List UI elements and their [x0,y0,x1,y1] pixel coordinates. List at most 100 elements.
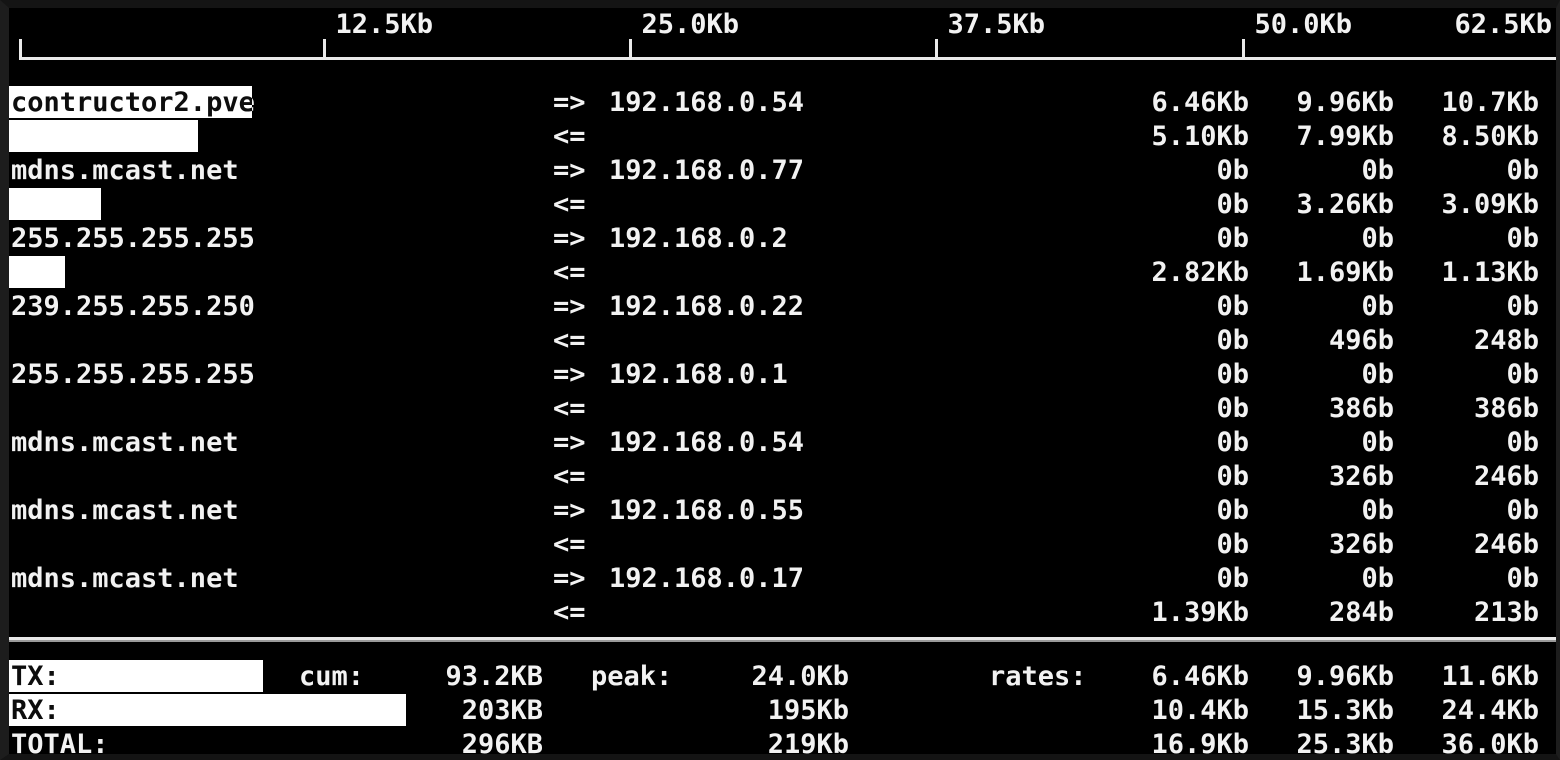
peer-name[interactable]: 192.168.0.54 [609,87,805,118]
rx-bar [9,120,198,152]
peer-name[interactable]: 192.168.0.1 [609,359,788,390]
summary-row-label-tx: TX: [11,661,60,692]
tx-rate-40s: 0b [1506,223,1539,254]
rx-rate-2s: 0b [1216,393,1249,424]
scale-header: 12.5Kb 25.0Kb 37.5Kb 50.0Kb 62.5Kb [9,8,1556,754]
tx-rate-2s: 6.46Kb [1151,87,1249,118]
rx-arrow-icon: <= [553,393,586,424]
rx-rate-2s: 0b [1216,325,1249,356]
list-summary-separator [9,637,1556,640]
peer-name[interactable]: 192.168.0.2 [609,223,788,254]
host-name[interactable]: mdns.mcast.net [11,427,239,458]
scale-ruler-line [19,57,1556,60]
tx-arrow-icon: => [553,359,586,390]
tx-rate-2s: 0b [1216,359,1249,390]
tx-rate-10s: 0b [1361,223,1394,254]
list-summary-separator-shadow [9,640,1556,642]
summary-rate-total-40s: 36.0Kb [1441,729,1539,760]
summary-rx-bar [9,694,406,726]
summary-tx-bar [9,660,263,692]
tx-rate-10s: 0b [1361,359,1394,390]
summary-cum-total: 296KB [461,729,543,760]
host-name[interactable]: 255.255.255.255 [11,359,255,390]
rx-arrow-icon: <= [553,121,586,152]
rx-rate-40s: 246b [1473,529,1539,560]
summary-rate-tx-10s: 9.96Kb [1296,661,1394,692]
peer-name[interactable]: 192.168.0.77 [609,155,805,186]
tx-arrow-icon: => [553,291,586,322]
tx-rate-40s: 0b [1506,495,1539,526]
tx-arrow-icon: => [553,427,586,458]
scale-tick-3 [1242,39,1245,59]
tx-arrow-icon: => [553,563,586,594]
connection-list[interactable]: contructor2.pve => 192.168.0.54 <= 6.46K… [9,8,1556,754]
tx-rate-40s: 10.7Kb [1441,87,1539,118]
rx-rate-10s: 7.99Kb [1296,121,1394,152]
host-name[interactable]: mdns.mcast.net [11,155,239,186]
summary-rates-label: rates: [989,661,1087,692]
rx-rate-10s: 386b [1328,393,1394,424]
tx-bar [9,86,252,118]
rx-rate-10s: 284b [1328,597,1394,628]
rx-rate-10s: 326b [1328,529,1394,560]
tx-rate-10s: 0b [1361,563,1394,594]
rx-rate-2s: 2.82Kb [1151,257,1249,288]
summary-peak-label: peak: [591,661,673,692]
peer-name[interactable]: 192.168.0.55 [609,495,805,526]
summary-peak-rx: 195Kb [767,695,849,726]
rx-rate-2s: 0b [1216,461,1249,492]
peer-name[interactable]: 192.168.0.17 [609,563,805,594]
host-name[interactable]: 239.255.255.250 [11,291,255,322]
summary-cum-label: cum: [299,661,365,692]
rx-arrow-icon: <= [553,257,586,288]
tx-rate-10s: 9.96Kb [1296,87,1394,118]
summary-rate-tx-40s: 11.6Kb [1441,661,1539,692]
peer-name[interactable]: 192.168.0.22 [609,291,805,322]
summary-peak-tx: 24.0Kb [751,661,849,692]
peer-name[interactable]: 192.168.0.54 [609,427,805,458]
host-name[interactable]: 255.255.255.255 [11,223,255,254]
rx-rate-10s: 3.26Kb [1296,189,1394,220]
summary-peak-total: 219Kb [767,729,849,760]
rx-rate-40s: 248b [1473,325,1539,356]
rx-rate-2s: 0b [1216,529,1249,560]
tx-arrow-icon: => [553,87,586,118]
summary-cum-tx: 93.2KB [445,661,543,692]
summary-row-label-rx: RX: [11,695,60,726]
tx-rate-10s: 0b [1361,291,1394,322]
tx-rate-2s: 0b [1216,223,1249,254]
rx-rate-2s: 1.39Kb [1151,597,1249,628]
tx-arrow-icon: => [553,155,586,186]
rx-rate-40s: 8.50Kb [1441,121,1539,152]
scale-tick-origin [19,39,22,59]
host-name[interactable]: mdns.mcast.net [11,495,239,526]
rx-bar [9,188,101,220]
rx-rate-40s: 246b [1473,461,1539,492]
scale-tick-1 [629,39,632,59]
summary-rate-rx-2s: 10.4Kb [1151,695,1249,726]
tx-rate-40s: 0b [1506,155,1539,186]
tx-arrow-icon: => [553,495,586,526]
summary-cum-rx: 203KB [461,695,543,726]
rx-rate-10s: 496b [1328,325,1394,356]
tx-rate-2s: 0b [1216,495,1249,526]
tx-rate-2s: 0b [1216,563,1249,594]
tx-rate-2s: 0b [1216,427,1249,458]
rx-rate-2s: 5.10Kb [1151,121,1249,152]
tx-rate-40s: 0b [1506,427,1539,458]
summary-rate-rx-10s: 15.3Kb [1296,695,1394,726]
scale-label-3: 50.0Kb [1254,9,1352,40]
tx-rate-10s: 0b [1361,495,1394,526]
tx-rate-10s: 0b [1361,155,1394,186]
rx-arrow-icon: <= [553,325,586,356]
rx-rate-40s: 386b [1473,393,1539,424]
host-name[interactable]: mdns.mcast.net [11,563,239,594]
rx-rate-2s: 0b [1216,189,1249,220]
scale-label-2: 37.5Kb [947,9,1045,40]
tx-rate-2s: 0b [1216,155,1249,186]
tx-rate-40s: 0b [1506,359,1539,390]
tx-rate-2s: 0b [1216,291,1249,322]
summary-rate-tx-2s: 6.46Kb [1151,661,1249,692]
host-name[interactable]: contructor2.pve [11,87,255,118]
